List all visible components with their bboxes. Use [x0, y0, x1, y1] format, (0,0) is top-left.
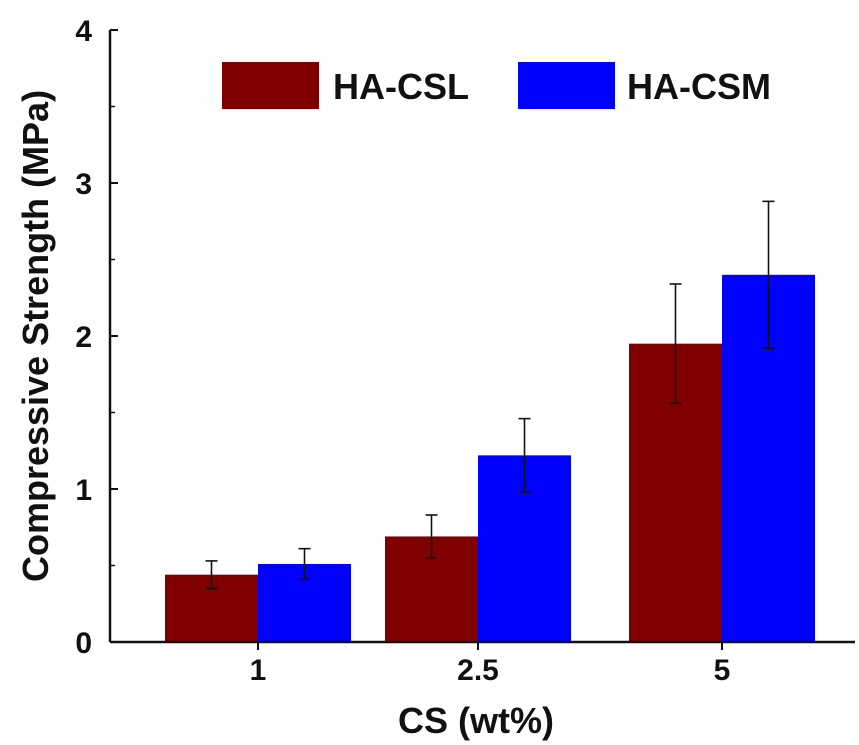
legend-label-ha-csl: HA-CSL — [333, 66, 469, 107]
x-tick-label-5: 5 — [714, 654, 731, 687]
ticks-layer: 0 1 2 3 4 1 2.5 5 — [75, 15, 730, 687]
legend-swatch-ha-csl — [222, 62, 319, 109]
x-axis-title: CS (wt%) — [398, 700, 554, 741]
y-tick-label-2: 2 — [75, 321, 92, 354]
x-tick-label-2.5: 2.5 — [457, 654, 499, 687]
legend-swatch-ha-csm — [518, 62, 615, 109]
y-tick-label-3: 3 — [75, 168, 92, 201]
y-tick-label-1: 1 — [75, 474, 92, 507]
y-axis-title: Compressive Strength (MPa) — [15, 90, 56, 582]
legend-label-ha-csm: HA-CSM — [627, 66, 771, 107]
y-tick-label-4: 4 — [75, 15, 92, 48]
y-tick-label-0: 0 — [75, 627, 92, 660]
bars-layer — [165, 274, 815, 642]
error-bars-layer — [205, 200, 775, 590]
legend: HA-CSL HA-CSM — [222, 62, 771, 109]
x-tick-label-1: 1 — [250, 654, 267, 687]
